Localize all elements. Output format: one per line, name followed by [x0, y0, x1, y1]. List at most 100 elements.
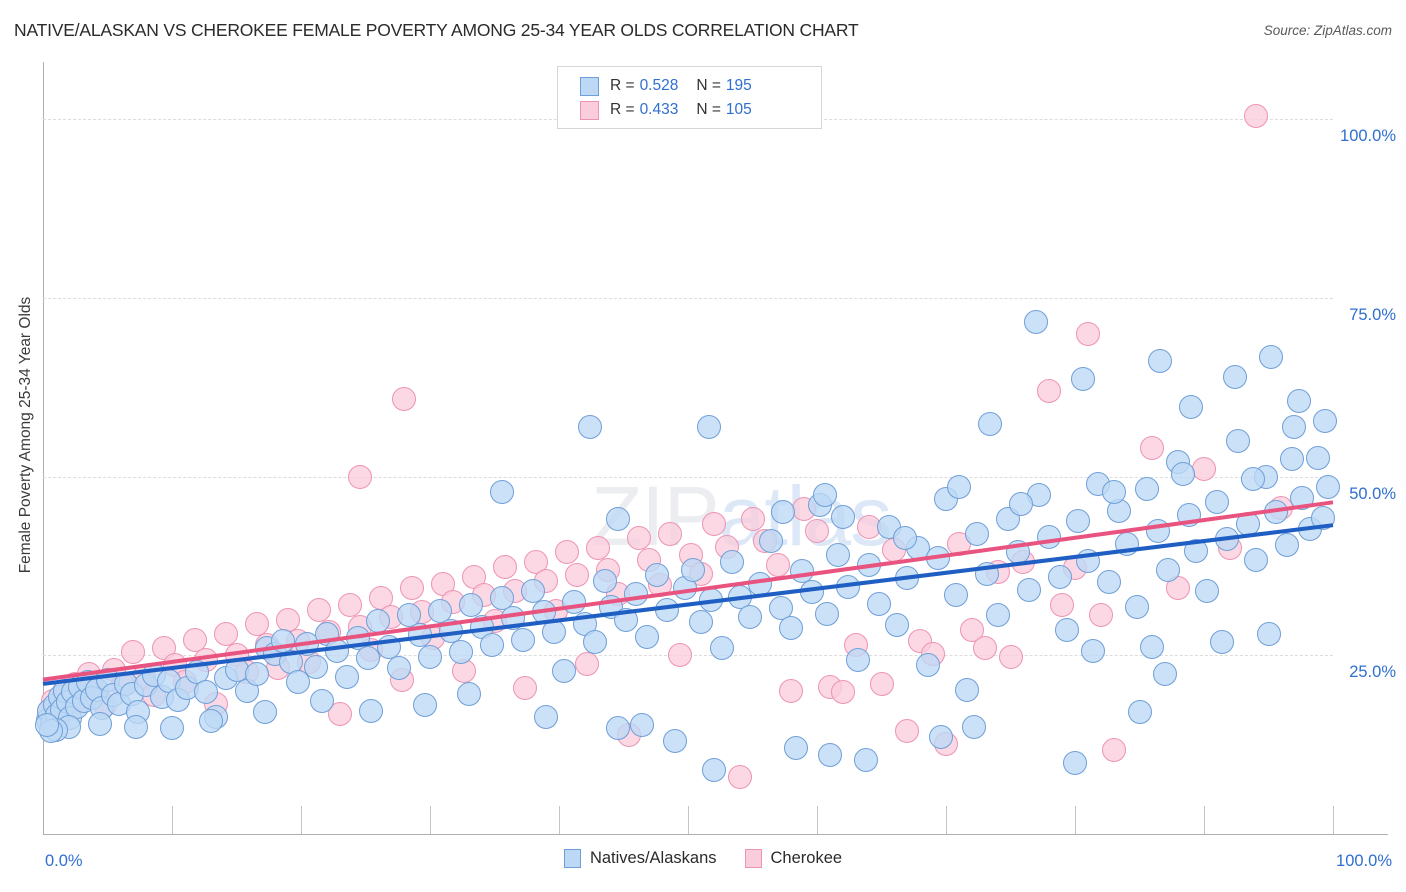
data-point[interactable] — [681, 557, 706, 582]
data-point[interactable] — [699, 587, 724, 612]
data-point[interactable] — [655, 597, 680, 622]
data-point[interactable] — [748, 571, 773, 596]
data-point[interactable] — [1140, 436, 1165, 460]
data-point[interactable] — [1274, 533, 1299, 558]
data-point[interactable] — [830, 680, 855, 705]
series-legend-item[interactable]: Natives/Alaskans — [563, 849, 717, 868]
data-point[interactable] — [926, 546, 951, 571]
data-point[interactable] — [944, 583, 969, 608]
data-point[interactable] — [766, 553, 791, 578]
series-legend-item[interactable]: Cherokee — [744, 849, 842, 868]
data-point[interactable] — [376, 634, 401, 659]
data-point[interactable] — [1210, 630, 1235, 655]
data-point[interactable] — [34, 713, 59, 738]
data-point[interactable] — [634, 624, 659, 649]
data-point[interactable] — [1243, 547, 1268, 572]
data-point[interactable] — [87, 711, 112, 736]
data-point[interactable] — [854, 747, 879, 772]
data-point[interactable] — [307, 597, 332, 622]
data-point[interactable] — [270, 629, 295, 653]
data-point[interactable] — [1101, 737, 1126, 762]
data-point[interactable] — [737, 604, 762, 629]
data-point[interactable] — [709, 636, 734, 661]
data-point[interactable] — [366, 608, 391, 633]
data-point[interactable] — [335, 664, 360, 689]
data-point[interactable] — [1176, 503, 1201, 528]
data-point[interactable] — [784, 736, 809, 761]
data-point[interactable] — [1204, 490, 1229, 515]
data-point[interactable] — [869, 671, 894, 696]
data-point[interactable] — [1081, 639, 1106, 663]
data-point[interactable] — [1024, 310, 1049, 335]
data-point[interactable] — [1155, 557, 1180, 582]
data-point[interactable] — [459, 593, 484, 618]
data-point[interactable] — [1124, 594, 1149, 619]
data-point[interactable] — [193, 680, 218, 705]
data-point[interactable] — [1241, 467, 1266, 492]
data-point[interactable] — [815, 601, 840, 626]
data-point[interactable] — [835, 574, 860, 599]
data-point[interactable] — [214, 621, 239, 646]
data-point[interactable] — [412, 693, 437, 718]
data-point[interactable] — [1264, 500, 1289, 525]
data-point[interactable] — [407, 623, 432, 648]
data-point[interactable] — [830, 504, 855, 529]
data-point[interactable] — [657, 521, 682, 546]
data-point[interactable] — [1075, 548, 1100, 573]
data-point[interactable] — [1016, 577, 1041, 602]
data-point[interactable] — [325, 639, 350, 663]
data-point[interactable] — [719, 550, 744, 575]
data-point[interactable] — [1135, 477, 1160, 502]
data-point[interactable] — [740, 507, 765, 532]
data-point[interactable] — [490, 480, 515, 505]
data-point[interactable] — [1279, 447, 1304, 472]
data-point[interactable] — [387, 656, 412, 681]
data-point[interactable] — [534, 704, 559, 729]
data-point[interactable] — [585, 536, 610, 561]
data-point[interactable] — [1008, 491, 1033, 516]
data-point[interactable] — [245, 661, 270, 686]
data-point[interactable] — [160, 716, 184, 741]
data-point[interactable] — [492, 554, 517, 579]
data-point[interactable] — [552, 659, 577, 684]
data-point[interactable] — [1127, 700, 1152, 725]
data-point[interactable] — [817, 743, 842, 768]
data-point[interactable] — [975, 561, 1000, 586]
data-point[interactable] — [1194, 578, 1219, 603]
data-point[interactable] — [1070, 367, 1095, 392]
data-point[interactable] — [392, 387, 417, 412]
data-point[interactable] — [198, 709, 223, 734]
data-point[interactable] — [1037, 378, 1062, 403]
data-point[interactable] — [1290, 486, 1315, 511]
data-point[interactable] — [946, 474, 971, 499]
data-point[interactable] — [846, 647, 871, 672]
data-point[interactable] — [1256, 621, 1281, 646]
data-point[interactable] — [399, 576, 424, 601]
data-point[interactable] — [758, 528, 783, 553]
data-point[interactable] — [614, 607, 639, 632]
data-point[interactable] — [1184, 538, 1209, 563]
data-point[interactable] — [985, 603, 1010, 628]
data-point[interactable] — [1313, 408, 1338, 433]
data-point[interactable] — [510, 627, 535, 652]
data-point[interactable] — [805, 518, 829, 543]
data-point[interactable] — [1140, 634, 1165, 659]
data-point[interactable] — [624, 581, 649, 606]
data-point[interactable] — [972, 636, 997, 661]
data-point[interactable] — [121, 640, 146, 665]
data-point[interactable] — [513, 676, 538, 701]
data-point[interactable] — [1282, 414, 1307, 439]
data-point[interactable] — [1287, 388, 1312, 413]
data-point[interactable] — [438, 618, 463, 643]
data-point[interactable] — [1101, 480, 1126, 505]
data-point[interactable] — [727, 764, 752, 789]
data-point[interactable] — [1148, 348, 1173, 373]
data-point[interactable] — [1055, 617, 1080, 642]
data-point[interactable] — [1065, 508, 1090, 533]
data-point[interactable] — [541, 620, 566, 645]
data-point[interactable] — [1310, 506, 1335, 531]
data-point[interactable] — [668, 643, 693, 668]
data-point[interactable] — [977, 411, 1002, 436]
data-point[interactable] — [1315, 474, 1340, 499]
data-point[interactable] — [954, 677, 979, 702]
